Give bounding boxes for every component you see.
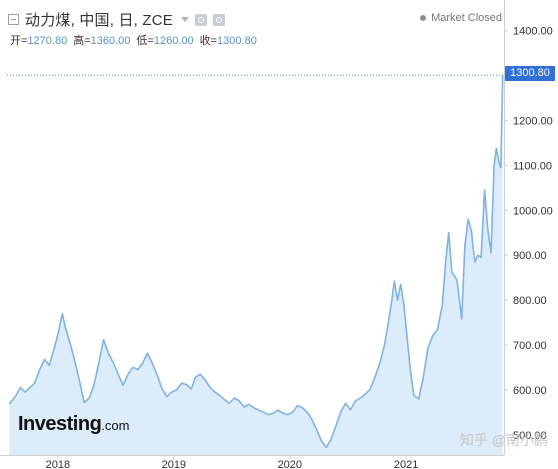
ohlc-high-label: 高= <box>73 35 91 47</box>
logo-suffix-text: .com <box>101 418 130 433</box>
ohlc-close-label: 收= <box>199 35 218 47</box>
x-tick-label: 2020 <box>278 459 302 469</box>
ohlc-open: 开=1270.80 <box>10 32 67 48</box>
last-price-tag: 1300.80 <box>505 66 555 81</box>
chart-header: 动力煤, 中国, 日, ZCE <box>8 9 226 30</box>
ohlc-readout: 开=1270.80 高=1360.00 低=1260.00 收=1300.80 <box>10 32 257 48</box>
status-dot-icon <box>420 15 427 21</box>
ohlc-open-label: 开= <box>10 35 28 47</box>
investing-logo: Investing .com <box>18 413 129 436</box>
x-tick-label: 2019 <box>162 459 186 469</box>
y-tick-label: 700.00 <box>513 340 547 352</box>
ohlc-open-value: 1270.80 <box>27 35 68 47</box>
settings-icon[interactable] <box>195 13 208 26</box>
ohlc-low: 低=1260.00 <box>136 32 193 48</box>
x-axis-ticks: 2018 2019 2020 2021 <box>46 455 418 469</box>
y-tick-label: 1100.00 <box>513 160 552 172</box>
logo-main-text: Investing <box>18 413 102 435</box>
symbol-title[interactable]: 动力煤, 中国, 日, ZCE <box>25 12 174 29</box>
collapse-icon[interactable] <box>8 14 19 25</box>
y-tick-label: 1400.00 <box>513 26 553 38</box>
symbol-dropdown-icon[interactable] <box>181 17 190 22</box>
ohlc-low-value: 1260.00 <box>153 35 194 47</box>
x-tick-label: 2018 <box>46 459 70 469</box>
ohlc-high: 高=1360.00 <box>73 32 130 48</box>
y-tick-label: 800.00 <box>513 295 547 307</box>
market-status-label: Market Closed <box>431 12 502 24</box>
ohlc-close-value: 1300.80 <box>217 35 257 47</box>
watermark: 知乎 @南小鹏 <box>459 432 548 448</box>
y-tick-label: 1200.00 <box>513 115 553 127</box>
ohlc-high-value: 1360.00 <box>90 35 131 47</box>
y-tick-label: 600.00 <box>513 385 547 397</box>
y-axis-ticks: 1400.001300.001200.001100.001000.00900.0… <box>504 26 553 442</box>
close-icon[interactable] <box>213 13 226 26</box>
price-series-line <box>8 75 504 449</box>
y-tick-label: 500.00 <box>513 430 547 442</box>
ohlc-close: 收=1300.80 <box>200 32 257 48</box>
y-tick-label: 900.00 <box>513 250 547 262</box>
market-status: Market Closed <box>420 12 502 24</box>
y-tick-label: 1000.00 <box>513 205 553 217</box>
x-tick-label: 2021 <box>394 459 418 469</box>
price-area-fill <box>9 75 503 455</box>
ohlc-low-label: 低= <box>136 35 154 47</box>
